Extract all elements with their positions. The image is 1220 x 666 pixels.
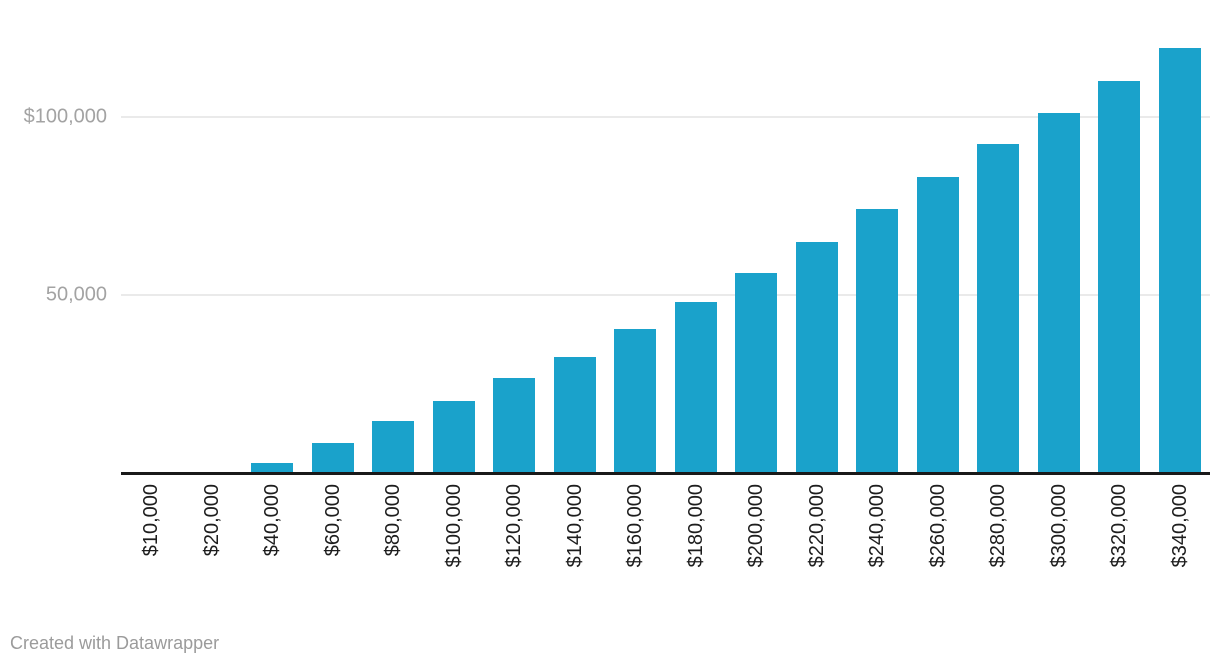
bar-slot (1029, 0, 1090, 472)
bar-$300,000[interactable] (1037, 112, 1080, 472)
x-axis-tick-label: $280,000 (987, 484, 1010, 568)
bar-slot (666, 0, 727, 472)
bar-$160,000[interactable] (614, 329, 657, 472)
bar-slot (424, 0, 485, 472)
bar-$100,000[interactable] (432, 400, 475, 472)
gridline (121, 116, 1210, 119)
x-axis-tick-label: $10,000 (140, 484, 163, 557)
bar-$260,000[interactable] (916, 177, 959, 472)
bar-slot (242, 0, 303, 472)
x-axis-line (121, 472, 1210, 475)
x-axis-tick-cell: $20,000 (182, 484, 243, 614)
x-axis-tick-cell: $10,000 (121, 484, 182, 614)
x-axis-tick-cell: $120,000 (484, 484, 545, 614)
gridline (121, 293, 1210, 296)
bar-$320,000[interactable] (1098, 80, 1141, 472)
x-axis-tick-cell: $340,000 (1150, 484, 1211, 614)
x-axis-tick-label: $40,000 (261, 484, 284, 557)
bar-$340,000[interactable] (1158, 48, 1201, 472)
x-axis-tick-label: $160,000 (624, 484, 647, 568)
x-axis-tick-label: $20,000 (200, 484, 223, 557)
bar-$180,000[interactable] (674, 302, 717, 472)
bar-$140,000[interactable] (553, 356, 596, 472)
plot-area (121, 0, 1210, 472)
x-axis-tick-cell: $260,000 (908, 484, 969, 614)
bar-slot (968, 0, 1029, 472)
bar-$40,000[interactable] (251, 462, 294, 472)
x-axis-tick-cell: $40,000 (242, 484, 303, 614)
x-axis-tick-label: $340,000 (1168, 484, 1191, 568)
bar-slot (847, 0, 908, 472)
x-axis-tick-cell: $100,000 (424, 484, 485, 614)
bar-$280,000[interactable] (977, 144, 1020, 472)
x-axis-tick-cell: $180,000 (666, 484, 727, 614)
bar-$200,000[interactable] (735, 273, 778, 472)
bar-slot (121, 0, 182, 472)
x-axis-tick-label: $200,000 (745, 484, 768, 568)
bar-$80,000[interactable] (372, 421, 415, 472)
bar-slot (1089, 0, 1150, 472)
bar-slot (726, 0, 787, 472)
bar-slot (303, 0, 364, 472)
y-axis-labels: 50,000 $100,000 (0, 0, 107, 472)
x-axis-tick-label: $180,000 (684, 484, 707, 568)
x-axis-tick-cell: $300,000 (1029, 484, 1090, 614)
bar-$220,000[interactable] (795, 241, 838, 472)
x-axis-tick-cell: $240,000 (847, 484, 908, 614)
y-axis-tick-label: $100,000 (23, 105, 107, 128)
x-axis-tick-cell: $200,000 (726, 484, 787, 614)
x-axis-labels: $10,000 $20,000 $40,000 $60,000 $80,000 $100,… (121, 484, 1210, 614)
x-axis-tick-cell: $280,000 (968, 484, 1029, 614)
bar-slot (484, 0, 545, 472)
x-axis-tick-cell: $160,000 (605, 484, 666, 614)
bars-container (121, 0, 1210, 472)
bar-slot (908, 0, 969, 472)
x-axis-tick-label: $140,000 (563, 484, 586, 568)
x-axis-tick-label: $240,000 (866, 484, 889, 568)
x-axis-tick-label: $100,000 (442, 484, 465, 568)
bar-slot (1150, 0, 1211, 472)
x-axis-tick-cell: $220,000 (787, 484, 848, 614)
x-axis-tick-label: $80,000 (382, 484, 405, 557)
bar-$120,000[interactable] (493, 378, 536, 472)
bar-slot (605, 0, 666, 472)
x-axis-tick-cell: $60,000 (303, 484, 364, 614)
x-axis-tick-label: $120,000 (503, 484, 526, 568)
x-axis-tick-label: $260,000 (926, 484, 949, 568)
bar-$60,000[interactable] (311, 443, 354, 472)
bar-slot (787, 0, 848, 472)
bar-slot (182, 0, 243, 472)
bar-$240,000[interactable] (856, 209, 899, 472)
x-axis-tick-label: $300,000 (1047, 484, 1070, 568)
x-axis-tick-cell: $320,000 (1089, 484, 1150, 614)
y-axis-tick-label: 50,000 (45, 283, 107, 306)
x-axis-tick-cell: $80,000 (363, 484, 424, 614)
x-axis-tick-label: $60,000 (321, 484, 344, 557)
x-axis-tick-cell: $140,000 (545, 484, 606, 614)
datawrapper-credit: Created with Datawrapper (10, 633, 220, 653)
x-axis-tick-label: $220,000 (805, 484, 828, 568)
x-axis-tick-label: $320,000 (1108, 484, 1131, 568)
bar-slot (545, 0, 606, 472)
bar-slot (363, 0, 424, 472)
